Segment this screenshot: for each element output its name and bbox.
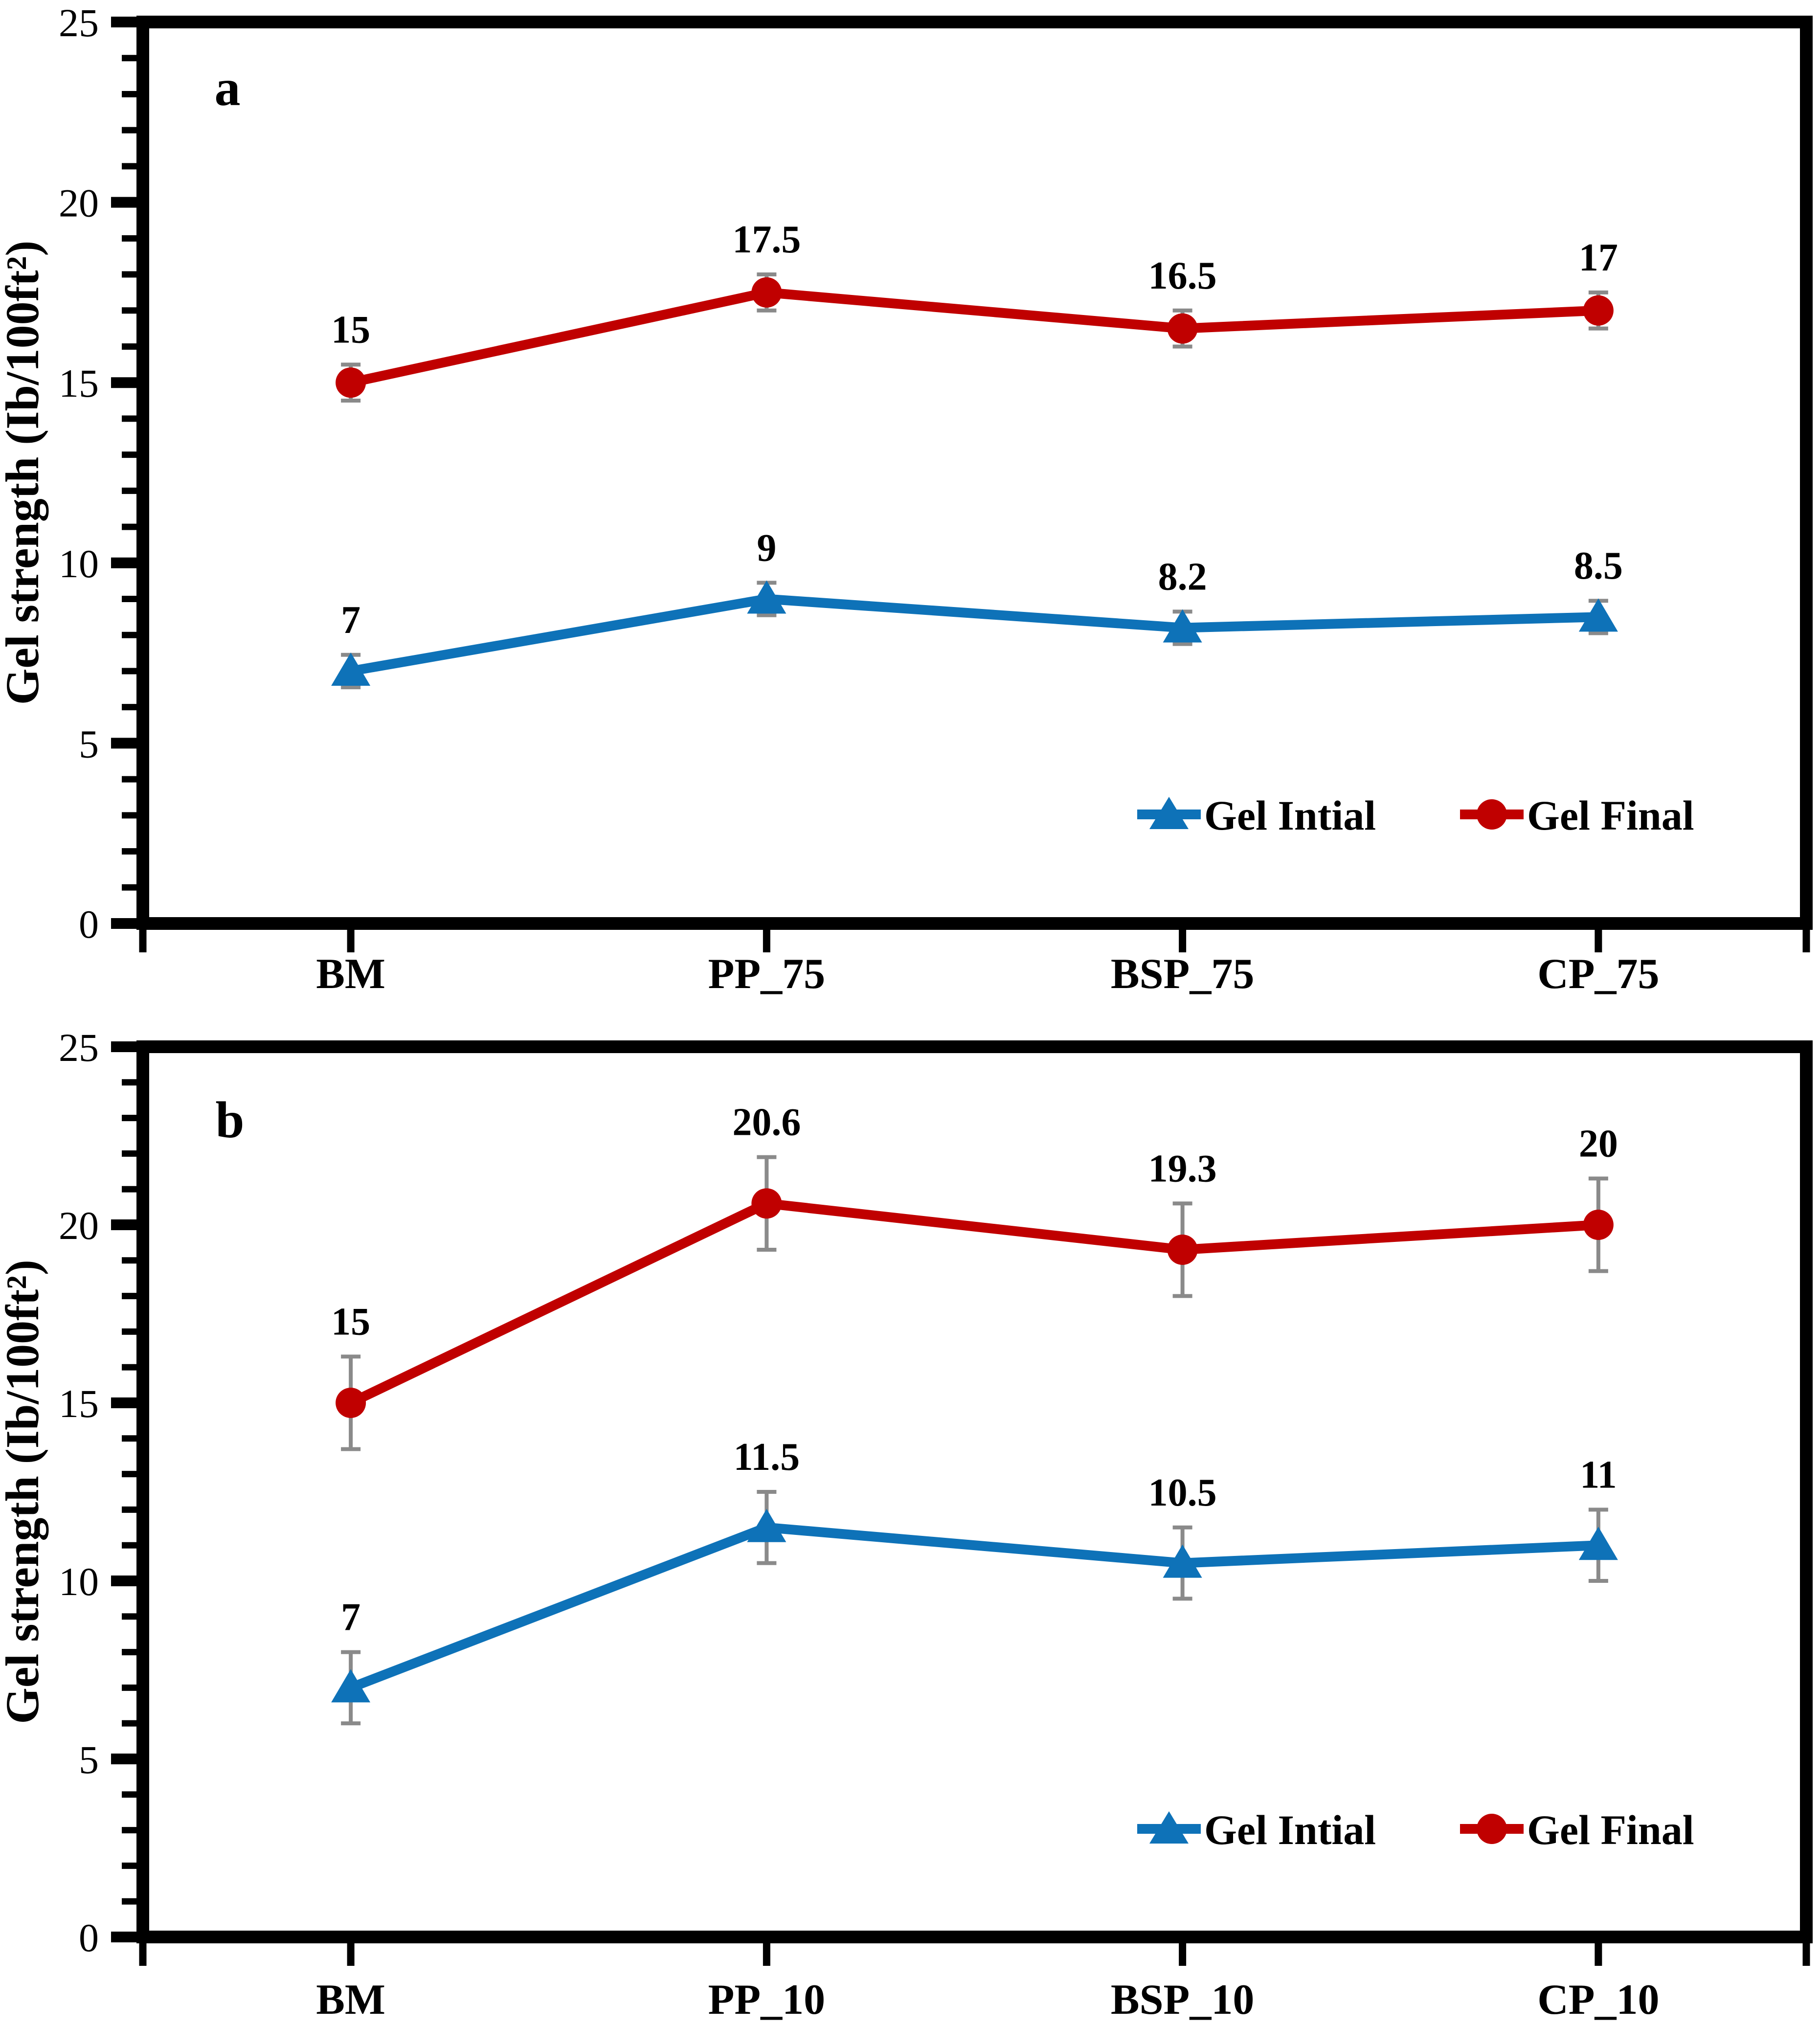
chart-a: 0 5 10 15 20 25 BM PP_75 BSP_75 CP_75 Gel strength… [0, 0, 1813, 998]
series-line-initial [350, 594, 1599, 676]
y-axis-title: Gel strength (Ib/100ft²) [0, 1260, 48, 1724]
y-tick-label: 25 [59, 0, 99, 45]
circle-marker [336, 1388, 366, 1418]
y-tick-label: 20 [59, 1203, 99, 1248]
point-value-label: 20.6 [732, 1101, 801, 1144]
y-tick-label: 15 [59, 1381, 99, 1426]
y-tick-label: 10 [59, 541, 99, 586]
point-value-label: 11.5 [734, 1436, 800, 1479]
y-tick-label: 20 [59, 181, 99, 225]
plot-box [136, 16, 1813, 930]
panel-letter: a [215, 59, 241, 116]
x-category-label: BSP_10 [1111, 1976, 1254, 2024]
triangle-marker [331, 1669, 371, 1703]
y-axis-title: Gel strength (Ib/100ft²) [0, 241, 48, 705]
legend-final-label: Gel Final [1527, 792, 1694, 839]
y-tick-label: 5 [79, 721, 99, 766]
triangle-marker [1578, 598, 1618, 632]
x-category-label: PP_10 [708, 1976, 826, 2024]
circle-marker [1167, 1234, 1198, 1265]
legend-triangle-icon [1149, 1811, 1189, 1844]
y-tick-label: 15 [59, 361, 99, 405]
point-value-label: 17 [1579, 236, 1618, 279]
x-category-label: BSP_75 [1111, 950, 1254, 998]
point-value-label: 17.5 [732, 218, 801, 261]
panel-b: 0 5 10 15 20 25 BM PP_10 BSP_10 CP_10 Gel strength… [0, 1013, 1820, 2026]
legend-triangle-icon [1149, 797, 1189, 829]
point-value-label: 7 [341, 1596, 360, 1639]
x-category-label: CP_75 [1537, 950, 1659, 998]
triangle-marker [747, 1508, 786, 1542]
circle-marker [336, 367, 366, 398]
point-value-label: 8.2 [1158, 555, 1207, 598]
legend-circle-icon [1477, 799, 1507, 830]
point-value-label: 7 [341, 599, 360, 642]
x-category-label: PP_75 [708, 950, 826, 998]
point-value-label: 15 [331, 1300, 370, 1343]
triangle-marker [1163, 1544, 1202, 1578]
triangle-marker [1163, 609, 1202, 643]
panel-letter: b [216, 1091, 245, 1148]
point-value-label: 10.5 [1148, 1471, 1217, 1514]
panel-a: 0 5 10 15 20 25 BM PP_75 BSP_75 CP_75 Gel strength… [0, 0, 1813, 998]
chart-b: 0 5 10 15 20 25 BM PP_10 BSP_10 CP_10 Gel strength… [0, 1025, 1813, 2024]
y-tick-label: 5 [79, 1737, 99, 1782]
point-value-label: 8.5 [1574, 544, 1623, 587]
plot-box [136, 1040, 1813, 1943]
point-value-label: 16.5 [1148, 254, 1217, 297]
circle-marker [751, 1188, 782, 1219]
point-value-label: 19.3 [1148, 1147, 1217, 1190]
y-tick-label: 0 [79, 1915, 99, 1960]
triangle-marker [747, 580, 786, 614]
y-tick-label: 25 [59, 1025, 99, 1070]
point-value-label: 15 [331, 308, 370, 351]
point-value-label: 20 [1579, 1122, 1618, 1165]
legend-initial-label: Gel Intial [1204, 792, 1376, 839]
legend-initial-label: Gel Intial [1204, 1806, 1376, 1853]
y-tick-label: 0 [79, 902, 99, 946]
circle-marker [1583, 1210, 1614, 1240]
legend-final-label: Gel Final [1527, 1806, 1694, 1853]
x-category-label: BM [316, 1976, 385, 2024]
legend-circle-icon [1477, 1814, 1507, 1844]
triangle-marker [1578, 1527, 1618, 1560]
series-line-final [348, 1198, 1599, 1408]
circle-marker [751, 277, 782, 308]
series-line-final [350, 287, 1599, 387]
point-value-label: 9 [757, 526, 776, 569]
circle-marker [1167, 313, 1198, 344]
circle-marker [1583, 295, 1614, 326]
x-category-label: BM [316, 950, 385, 998]
point-value-label: 11 [1580, 1453, 1617, 1496]
triangle-marker [331, 652, 371, 686]
y-tick-label: 10 [59, 1559, 99, 1604]
series-line-initial [349, 1522, 1599, 1692]
x-category-label: CP_10 [1537, 1976, 1659, 2024]
